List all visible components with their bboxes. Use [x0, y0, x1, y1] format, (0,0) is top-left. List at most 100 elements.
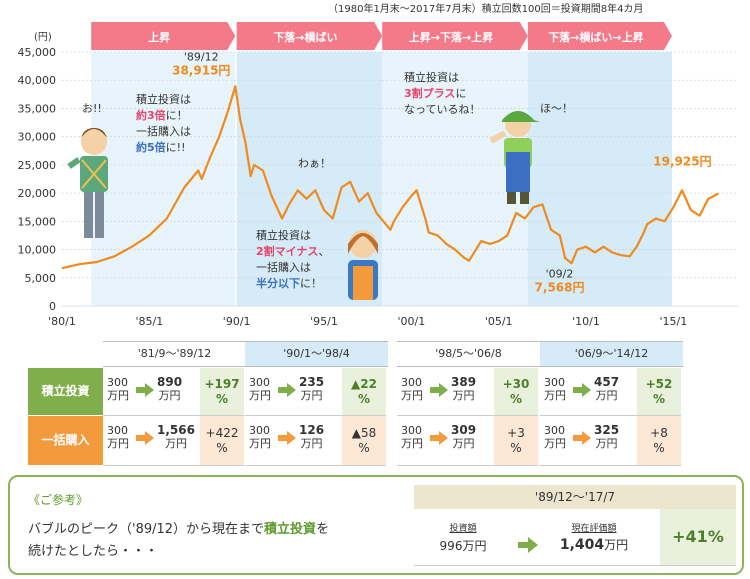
reference-text-highlight: 積立投資	[264, 522, 317, 537]
arrow-right-icon	[136, 383, 154, 397]
from-amount: 300 万円	[107, 424, 129, 450]
phase-header-arrow	[527, 22, 672, 50]
arrow-right-icon	[518, 537, 538, 553]
arrow-right-icon	[278, 383, 296, 397]
to-value: 389	[451, 375, 477, 389]
y-tick-label: 0	[49, 300, 56, 313]
to-amount: 309 万円	[451, 423, 477, 451]
pct-unit: %	[652, 391, 665, 406]
current-label: 現在評価額	[571, 524, 617, 534]
invest-label: 投資額	[449, 524, 477, 534]
bubble-3-line2: に	[455, 87, 467, 100]
from-unit: 万円	[249, 389, 271, 402]
pct-value: +52	[645, 376, 673, 391]
current-value-unit: 万円	[604, 538, 629, 552]
change-percent: +30%	[494, 368, 538, 415]
arrow-right-icon	[278, 431, 296, 445]
reference-period: '89/12～'17/7	[414, 485, 736, 509]
price-line	[61, 85, 719, 270]
to-unit: 万円	[595, 437, 618, 450]
pct-unit: %	[216, 440, 228, 455]
arrow-right-icon	[136, 431, 154, 445]
to-unit: 万円	[300, 389, 323, 402]
invest-value: 996万円	[439, 539, 487, 553]
tsumitate-cell: 300 万円 235 万円 ▲22%	[245, 368, 386, 416]
to-amount: 1,566 万円	[157, 424, 195, 451]
from-amount: 300 万円	[249, 376, 271, 402]
change-percent: +197%	[200, 368, 244, 415]
from-amount: 300 万円	[401, 424, 423, 450]
phase-header-label: 上昇→下落→上昇	[409, 30, 493, 44]
ikkatsu-cell: 300 万円 1,566 万円 +422%	[103, 416, 244, 466]
woman-character-icon	[348, 230, 378, 300]
pct-value: +8	[650, 425, 668, 440]
to-unit: 万円	[164, 437, 187, 450]
x-tick-label: '80/1	[48, 315, 76, 328]
bubble-1-line4: に!!	[165, 141, 186, 154]
y-tick-label: 30,000	[18, 131, 57, 144]
to-value: 309	[451, 423, 477, 437]
bubble-3-highlight1: 3割プラス	[404, 87, 456, 100]
period-header: '81/9～'89/12	[103, 341, 246, 367]
annotation-date: '09/2	[546, 267, 574, 280]
change-percent: ▲58%	[342, 416, 386, 465]
from-unit: 万円	[249, 437, 271, 450]
annotation-value: 38,915円	[172, 63, 230, 77]
arrow-right-icon	[430, 383, 448, 397]
from-value: 300	[249, 376, 270, 389]
reference-box: 《ご参考》 バブルのピーク（'89/12）から現在まで積立投資を 続けたとしたら…	[8, 475, 744, 575]
phase-header-arrow	[382, 22, 528, 50]
to-value: 457	[594, 375, 620, 389]
to-amount: 325 万円	[594, 423, 620, 451]
to-unit: 万円	[595, 389, 618, 402]
bubble-2-highlight2: 半分以下	[256, 277, 300, 290]
to-value: 325	[594, 423, 620, 437]
row-label-tsumitate: 積立投資	[28, 368, 103, 415]
from-unit: 万円	[544, 437, 566, 450]
pct-value: +30	[502, 376, 530, 391]
change-percent: +8%	[637, 416, 681, 465]
ikkatsu-cell: 300 万円 309 万円 +3%	[397, 416, 538, 466]
bubble-2-line3: 一括購入は	[256, 261, 311, 274]
bubble-2-highlight1: 2割マイナス	[256, 245, 319, 258]
pct-value: ▲22	[351, 376, 377, 391]
x-tick-label: '95/1	[310, 315, 338, 328]
y-tick-label: 35,000	[18, 102, 57, 115]
x-tick-label: '05/1	[485, 315, 513, 328]
bubble-2-line1: 積立投資は	[256, 229, 311, 242]
arrow-right-icon	[573, 431, 591, 445]
from-unit: 万円	[401, 389, 423, 402]
tsumitate-cell: 300 万円 890 万円 +197%	[103, 368, 244, 416]
from-amount: 300 万円	[401, 376, 423, 402]
from-unit: 万円	[107, 437, 129, 450]
arrow-right-icon	[573, 383, 591, 397]
from-value: 300	[107, 424, 128, 437]
phase-header-label: 上昇	[148, 30, 170, 44]
bubble-1: 積立投資は 約3倍に！ 一括購入は 約5倍に!!	[136, 92, 191, 156]
change-percent: +52%	[637, 368, 681, 415]
reference-text-line2: 続けたとしたら・・・	[28, 544, 159, 559]
y-gridlines	[62, 51, 738, 307]
annotation-value: 19,925円	[653, 155, 711, 169]
x-tick-label: '85/1	[135, 315, 163, 328]
y-tick-label: 20,000	[18, 187, 57, 200]
reference-text: バブルのピーク（'89/12）から現在まで積立投資を 続けたとしたら・・・	[28, 519, 329, 563]
change-percent: +3%	[494, 416, 538, 465]
change-percent: ▲22%	[342, 368, 386, 415]
reference-text-a: バブルのピーク（'89/12）から現在まで	[28, 522, 265, 537]
to-unit: 万円	[452, 437, 475, 450]
top-note: （1980年1月末～2017年7月末）積立回数100回＝投資期間8年4カ月	[328, 4, 644, 15]
current-value-number: 1,404	[559, 537, 605, 553]
annotation-date: '89/12	[184, 50, 219, 63]
phase-headers: 上昇 下落→横ばい 上昇→下落→上昇 下落→横ばい→上昇	[91, 22, 672, 50]
tsumitate-cell: 300 万円 389 万円 +30%	[397, 368, 538, 416]
bubble-2-line4: に！	[300, 277, 322, 290]
change-percent: +422%	[200, 416, 244, 465]
row-label-ikkatsu: 一括購入	[28, 416, 103, 465]
to-amount: 126 万円	[299, 424, 324, 451]
y-axis-unit: (円)	[34, 32, 52, 43]
pct-unit: %	[653, 440, 665, 455]
pct-value: +3	[507, 425, 525, 440]
x-tick-label: '15/1	[660, 315, 688, 328]
reference-result-row: 投資額 996万円 現在評価額 1,404万円 +41%	[414, 509, 736, 566]
